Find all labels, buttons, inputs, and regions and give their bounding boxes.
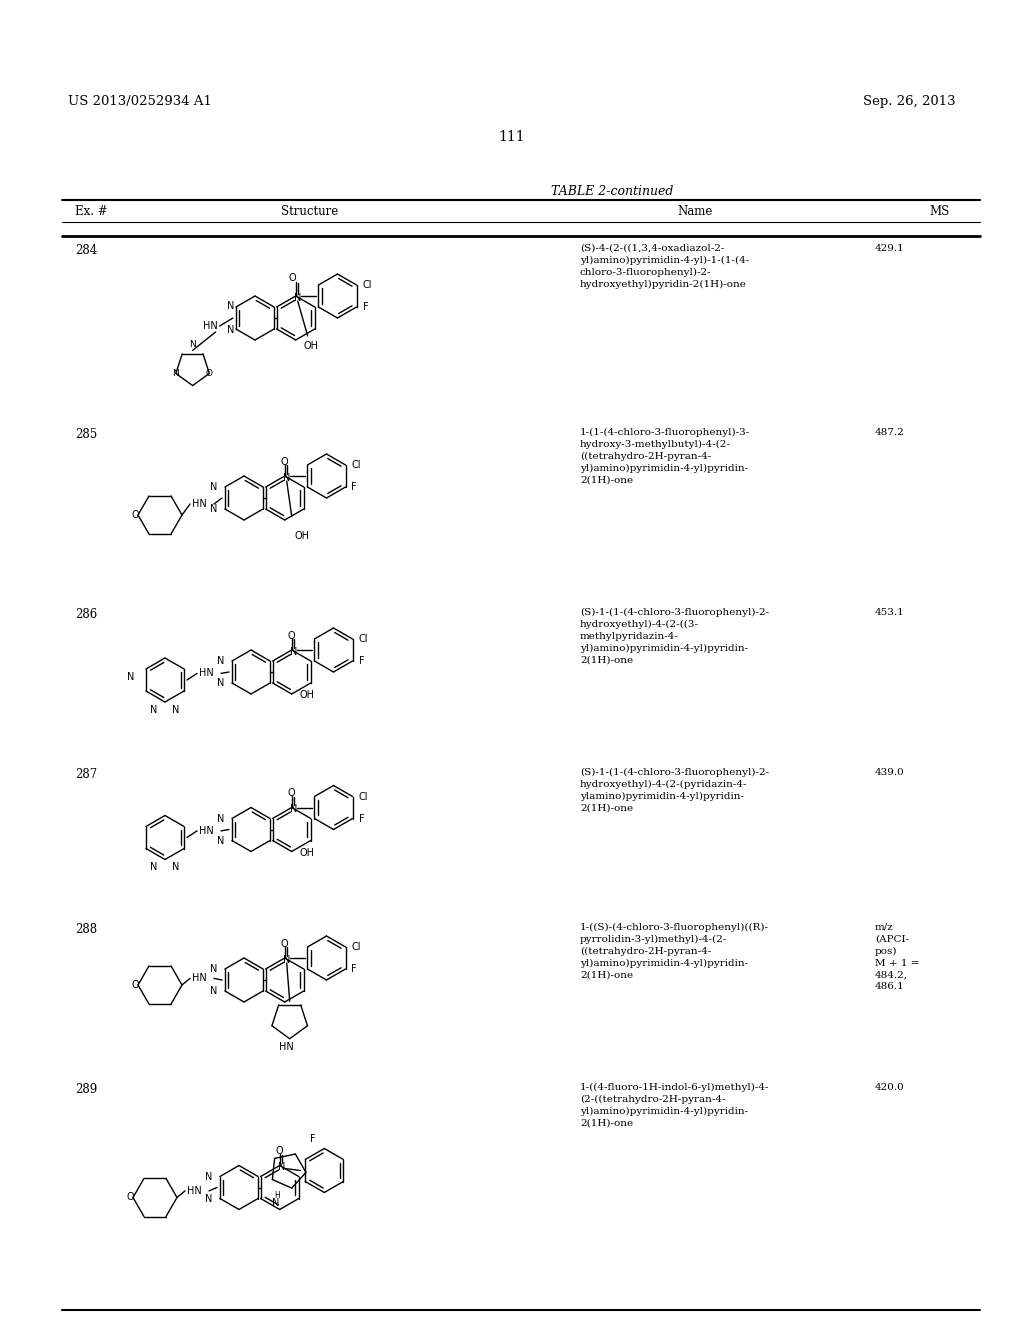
Text: HN: HN: [187, 1185, 202, 1196]
Text: 453.1: 453.1: [874, 609, 905, 616]
Text: N: N: [283, 954, 291, 965]
Text: m/z
(APCI-
pos)
M + 1 =
484.2,
486.1: m/z (APCI- pos) M + 1 = 484.2, 486.1: [874, 923, 920, 991]
Text: 287: 287: [75, 768, 97, 781]
Text: O: O: [132, 510, 139, 520]
Text: 487.2: 487.2: [874, 428, 905, 437]
Text: H: H: [274, 1191, 280, 1200]
Text: N: N: [294, 293, 301, 304]
Text: 289: 289: [75, 1082, 97, 1096]
Text: HN: HN: [203, 321, 217, 331]
Text: N: N: [283, 473, 291, 483]
Text: F: F: [358, 656, 365, 667]
Text: 288: 288: [75, 923, 97, 936]
Text: N: N: [210, 504, 218, 513]
Text: N: N: [217, 678, 224, 688]
Text: O: O: [132, 979, 139, 990]
Text: O: O: [289, 273, 297, 282]
Text: N: N: [206, 1193, 213, 1204]
Text: US 2013/0252934 A1: US 2013/0252934 A1: [68, 95, 212, 108]
Text: N: N: [290, 804, 297, 814]
Text: 1-((4-fluoro-1H-indol-6-yl)methyl)-4-
(2-((tetrahydro-2H-pyran-4-
yl)amino)pyrim: 1-((4-fluoro-1H-indol-6-yl)methyl)-4- (2…: [580, 1082, 769, 1127]
Text: (S)-4-(2-((1,3,4-oxadiazol-2-
yl)amino)pyrimidin-4-yl)-1-(1-(4-
chloro-3-fluorop: (S)-4-(2-((1,3,4-oxadiazol-2- yl)amino)p…: [580, 244, 750, 289]
Text: Cl: Cl: [358, 634, 368, 644]
Text: N: N: [127, 672, 135, 682]
Text: OH: OH: [299, 690, 314, 700]
Text: O: O: [127, 1192, 134, 1203]
Text: N: N: [290, 647, 297, 657]
Text: MS: MS: [930, 205, 950, 218]
Text: N: N: [217, 836, 224, 846]
Text: OH: OH: [299, 847, 314, 858]
Text: HN: HN: [199, 668, 214, 678]
Text: Structure: Structure: [282, 205, 339, 218]
Text: N: N: [227, 325, 234, 335]
Text: Sep. 26, 2013: Sep. 26, 2013: [863, 95, 956, 108]
Text: N: N: [217, 813, 224, 824]
Text: Cl: Cl: [362, 280, 372, 290]
Text: HN: HN: [193, 499, 207, 510]
Text: N: N: [272, 1197, 280, 1208]
Text: O: O: [206, 370, 213, 378]
Text: HN: HN: [193, 973, 207, 983]
Text: F: F: [310, 1134, 316, 1143]
Text: 111: 111: [499, 129, 525, 144]
Text: N: N: [227, 301, 234, 312]
Text: 286: 286: [75, 609, 97, 620]
Text: 284: 284: [75, 244, 97, 257]
Text: O: O: [281, 457, 289, 467]
Text: Cl: Cl: [358, 792, 368, 801]
Text: OH: OH: [303, 341, 318, 351]
Text: (S)-1-(1-(4-chloro-3-fluorophenyl)-2-
hydroxyethyl)-4-(2-(pyridazin-4-
ylamino)p: (S)-1-(1-(4-chloro-3-fluorophenyl)-2- hy…: [580, 768, 769, 813]
Text: N: N: [151, 862, 158, 873]
Text: (S)-1-(1-(4-chloro-3-fluorophenyl)-2-
hydroxyethyl)-4-(2-((3-
methylpyridazin-4-: (S)-1-(1-(4-chloro-3-fluorophenyl)-2- hy…: [580, 609, 769, 665]
Text: F: F: [362, 302, 368, 312]
Text: 285: 285: [75, 428, 97, 441]
Text: N: N: [210, 986, 218, 997]
Text: 420.0: 420.0: [874, 1082, 905, 1092]
Text: TABLE 2-continued: TABLE 2-continued: [551, 185, 673, 198]
Text: F: F: [351, 964, 357, 974]
Text: N: N: [217, 656, 224, 667]
Text: O: O: [275, 1147, 284, 1156]
Text: 1-(1-(4-chloro-3-fluorophenyl)-3-
hydroxy-3-methylbutyl)-4-(2-
((tetrahydro-2H-p: 1-(1-(4-chloro-3-fluorophenyl)-3- hydrox…: [580, 428, 751, 484]
Text: HN: HN: [280, 1041, 294, 1052]
Text: N: N: [172, 705, 179, 715]
Text: O: O: [288, 631, 296, 642]
Text: Ex. #: Ex. #: [75, 205, 108, 218]
Text: N: N: [210, 482, 218, 492]
Text: O: O: [288, 788, 296, 799]
Text: HN: HN: [199, 826, 214, 836]
Text: OH: OH: [294, 531, 309, 541]
Text: N: N: [210, 964, 218, 974]
Text: N: N: [206, 1172, 213, 1181]
Text: N: N: [172, 370, 179, 378]
Text: N: N: [172, 862, 179, 873]
Text: Cl: Cl: [351, 942, 361, 952]
Text: F: F: [351, 482, 357, 492]
Text: N: N: [189, 339, 196, 348]
Text: O: O: [281, 939, 289, 949]
Text: F: F: [358, 813, 365, 824]
Text: 429.1: 429.1: [874, 244, 905, 253]
Text: 1-((S)-(4-chloro-3-fluorophenyl)((R)-
pyrrolidin-3-yl)methyl)-4-(2-
((tetrahydro: 1-((S)-(4-chloro-3-fluorophenyl)((R)- py…: [580, 923, 769, 979]
Text: Cl: Cl: [351, 459, 361, 470]
Text: 439.0: 439.0: [874, 768, 905, 777]
Text: N: N: [278, 1163, 286, 1172]
Text: Name: Name: [677, 205, 713, 218]
Text: N: N: [151, 705, 158, 715]
